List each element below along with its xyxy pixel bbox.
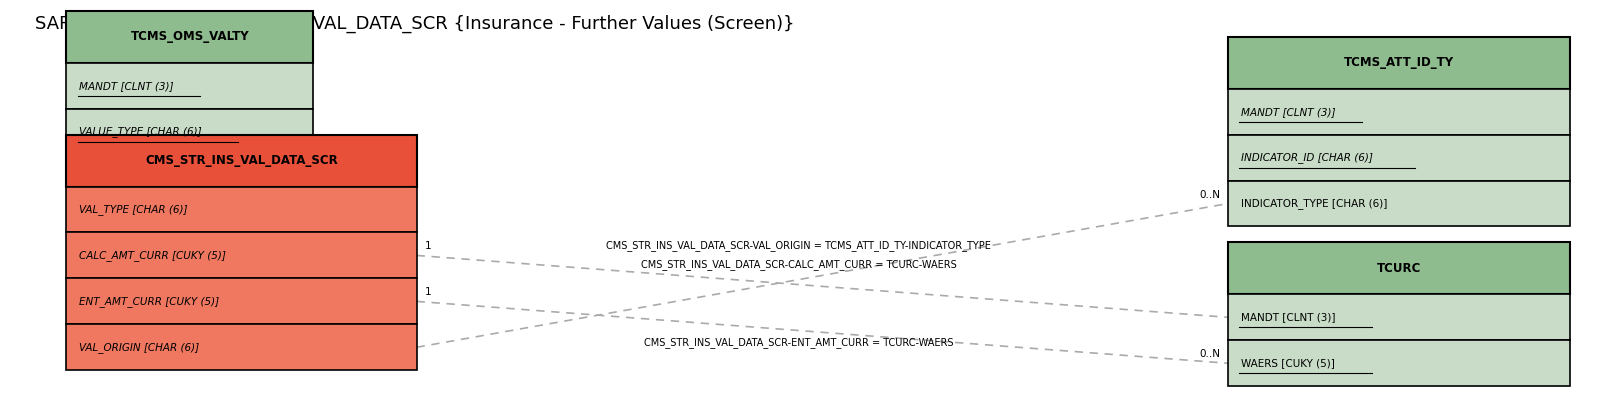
Bar bbox=[1228, 294, 1570, 340]
Bar bbox=[67, 109, 313, 155]
Text: ENT_AMT_CURR [CUKY (5)]: ENT_AMT_CURR [CUKY (5)] bbox=[80, 296, 219, 307]
Text: 1: 1 bbox=[425, 241, 431, 252]
Text: WAERS [CUKY (5)]: WAERS [CUKY (5)] bbox=[1241, 358, 1335, 368]
Text: CMS_STR_INS_VAL_DATA_SCR-ENT_AMT_CURR = TCURC-WAERS: CMS_STR_INS_VAL_DATA_SCR-ENT_AMT_CURR = … bbox=[644, 337, 953, 348]
Text: CALC_AMT_CURR [CUKY (5)]: CALC_AMT_CURR [CUKY (5)] bbox=[80, 250, 227, 261]
Bar bbox=[67, 134, 417, 187]
Bar bbox=[1228, 243, 1570, 294]
Bar bbox=[1228, 181, 1570, 226]
Text: CMS_STR_INS_VAL_DATA_SCR: CMS_STR_INS_VAL_DATA_SCR bbox=[145, 154, 339, 167]
Text: MANDT [CLNT (3)]: MANDT [CLNT (3)] bbox=[1241, 107, 1335, 117]
Bar bbox=[67, 324, 417, 370]
Text: CMS_STR_INS_VAL_DATA_SCR-CALC_AMT_CURR = TCURC-WAERS: CMS_STR_INS_VAL_DATA_SCR-CALC_AMT_CURR =… bbox=[640, 260, 957, 271]
Bar bbox=[1228, 89, 1570, 134]
Text: 1: 1 bbox=[425, 288, 431, 297]
Bar bbox=[67, 11, 313, 63]
Text: CMS_STR_INS_VAL_DATA_SCR-VAL_ORIGIN = TCMS_ATT_ID_TY-INDICATOR_TYPE: CMS_STR_INS_VAL_DATA_SCR-VAL_ORIGIN = TC… bbox=[607, 241, 990, 252]
Text: SAP ABAP table CMS_STR_INS_VAL_DATA_SCR {Insurance - Further Values (Screen)}: SAP ABAP table CMS_STR_INS_VAL_DATA_SCR … bbox=[35, 15, 794, 33]
Bar bbox=[67, 187, 417, 232]
Bar bbox=[1228, 340, 1570, 386]
Text: 0..N: 0..N bbox=[1199, 190, 1220, 200]
Bar bbox=[1228, 37, 1570, 89]
Text: TCMS_ATT_ID_TY: TCMS_ATT_ID_TY bbox=[1345, 56, 1455, 69]
Text: TCURC: TCURC bbox=[1377, 262, 1421, 275]
Text: 0..N: 0..N bbox=[1199, 349, 1220, 359]
Text: INDICATOR_ID [CHAR (6)]: INDICATOR_ID [CHAR (6)] bbox=[1241, 152, 1373, 163]
Text: VALUE_TYPE [CHAR (6)]: VALUE_TYPE [CHAR (6)] bbox=[80, 126, 201, 137]
Text: MANDT [CLNT (3)]: MANDT [CLNT (3)] bbox=[1241, 312, 1335, 322]
Text: MANDT [CLNT (3)]: MANDT [CLNT (3)] bbox=[80, 81, 174, 91]
Text: TCMS_OMS_VALTY: TCMS_OMS_VALTY bbox=[131, 30, 249, 43]
Bar bbox=[67, 63, 313, 109]
Bar bbox=[67, 278, 417, 324]
Bar bbox=[67, 232, 417, 278]
Text: INDICATOR_TYPE [CHAR (6)]: INDICATOR_TYPE [CHAR (6)] bbox=[1241, 198, 1388, 209]
Text: VAL_ORIGIN [CHAR (6)]: VAL_ORIGIN [CHAR (6)] bbox=[80, 342, 200, 353]
Bar bbox=[1228, 134, 1570, 181]
Text: VAL_TYPE [CHAR (6)]: VAL_TYPE [CHAR (6)] bbox=[80, 204, 188, 215]
